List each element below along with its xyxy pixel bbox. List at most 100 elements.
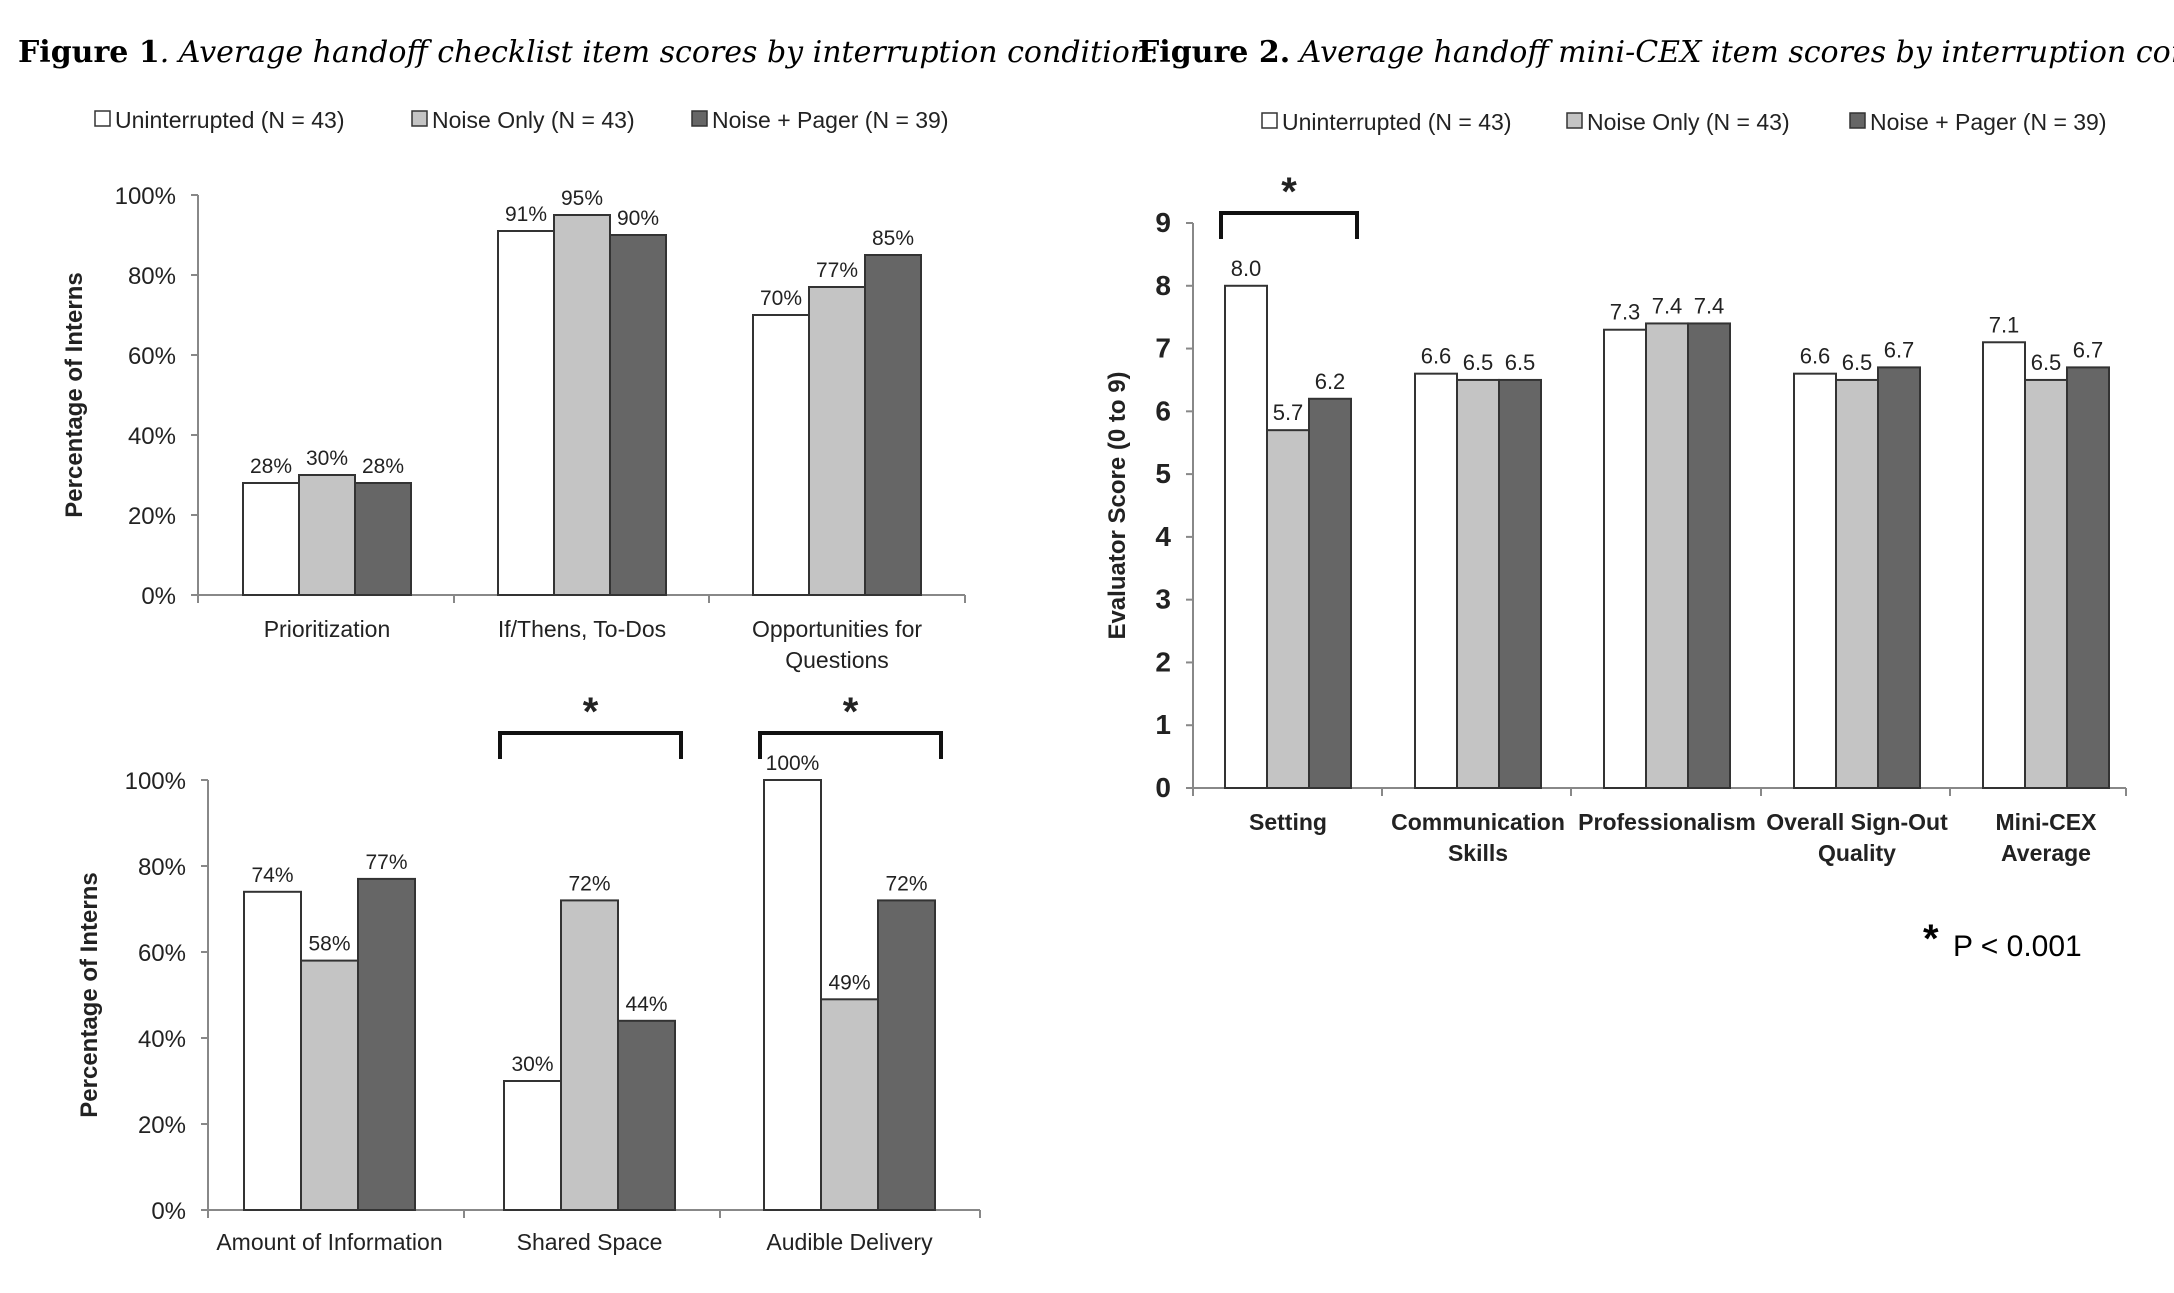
- y-tick-label: 100%: [125, 768, 186, 795]
- bar: [1645, 322, 1689, 789]
- bar: [1835, 378, 1879, 789]
- bar: [877, 899, 936, 1212]
- legend-swatch: [1849, 112, 1866, 129]
- bar: [1603, 328, 1647, 789]
- y-axis-label: Percentage of Interns: [61, 272, 88, 517]
- bar-value-label: 30%: [511, 1053, 553, 1076]
- bar-value-label: 6.7: [2073, 337, 2104, 362]
- fig1-top-chart: 0% 20% 40% 60% 80% 100% Percentage of Interns 2…: [61, 183, 966, 673]
- bar-value-label: 7.4: [1652, 293, 1683, 318]
- charts-group: Uninterrupted (N = 43) Noise Only (N = 43…: [61, 107, 2127, 1255]
- x-category-label: Quality: [1818, 840, 1896, 866]
- bar: [2066, 366, 2110, 789]
- x-category-label: Average: [2001, 840, 2091, 866]
- x-category-label: If/Thens, To-Dos: [498, 616, 666, 642]
- y-tick-label: 8: [1155, 270, 1171, 301]
- bar-value-label: 5.7: [1273, 400, 1304, 425]
- bar: [1456, 378, 1500, 789]
- y-tick-label: 9: [1155, 207, 1171, 238]
- bar: [808, 286, 866, 596]
- y-tick-label: 60%: [138, 940, 186, 967]
- bar-value-label: 7.3: [1610, 300, 1641, 325]
- y-tick-label: 20%: [138, 1112, 186, 1139]
- bar-value-label: 58%: [308, 933, 350, 956]
- bar: [1308, 397, 1352, 789]
- bar-value-label: 91%: [505, 203, 547, 226]
- bar-value-label: 49%: [828, 971, 870, 994]
- bar: [553, 214, 611, 596]
- fig1-bottom-chart: 0% 20% 40% 60% 80% 100% Percentage of Interns 7…: [76, 690, 981, 1255]
- y-tick-label: 5: [1155, 458, 1171, 489]
- bar: [1414, 372, 1458, 789]
- y-tick-label: 20%: [128, 503, 176, 530]
- bar: [1877, 366, 1921, 789]
- figure1-title-italic: . Average handoff checklist item scores …: [160, 35, 1159, 70]
- y-tick-label: 4: [1155, 521, 1171, 552]
- x-category-label: Mini-CEX: [1996, 809, 2098, 835]
- fig2-chart: 0 1 2 3 4 5 6 7 8 9 Evaluator Score (0 to 9) 8.0 5.7…: [1104, 170, 2127, 866]
- y-tick-label: 0: [1155, 772, 1171, 803]
- bar-value-label: 28%: [250, 455, 292, 478]
- y-tick-label: 100%: [115, 183, 176, 210]
- bar-value-label: 6.2: [1315, 369, 1346, 394]
- y-tick-label: 2: [1155, 646, 1171, 677]
- bar: [752, 314, 810, 596]
- significance-footnote: P < 0.001: [1953, 930, 2082, 963]
- figure1-title: Figure 1. Average handoff checklist item…: [18, 35, 1159, 70]
- x-category-label: Communication: [1391, 809, 1565, 835]
- bar: [1266, 429, 1310, 789]
- x-category-label: Opportunities for: [752, 616, 922, 642]
- bar-value-label: 70%: [760, 287, 802, 310]
- bar-value-label: 6.5: [1463, 350, 1494, 375]
- bar: [497, 230, 555, 596]
- bar: [357, 877, 416, 1212]
- bar: [820, 998, 879, 1211]
- y-tick-label: 60%: [128, 343, 176, 370]
- bar: [1982, 341, 2026, 789]
- bar-value-label: 74%: [251, 864, 293, 887]
- y-tick-label: 6: [1155, 395, 1171, 426]
- figure2-title-italic: Average handoff mini-CEX item scores by …: [1290, 35, 2174, 70]
- y-tick-label: 80%: [128, 263, 176, 290]
- bar-value-label: 72%: [568, 872, 610, 895]
- figure2-legend: Uninterrupted (N = 43) Noise Only (N = 43…: [1261, 109, 2107, 135]
- bar-value-label: 77%: [816, 259, 858, 282]
- significance-bracket: [498, 731, 683, 759]
- legend-label: Uninterrupted (N = 43): [115, 107, 344, 133]
- bar: [864, 254, 922, 596]
- y-tick-label: 1: [1155, 709, 1171, 740]
- legend-label: Noise + Pager (N = 39): [1870, 109, 2107, 135]
- bar: [617, 1019, 676, 1211]
- bar: [1498, 378, 1542, 789]
- x-category-label: Audible Delivery: [766, 1229, 933, 1255]
- bar-value-label: 6.5: [2031, 350, 2062, 375]
- significance-bracket: [1219, 211, 1359, 239]
- bar: [1687, 322, 1731, 789]
- bar-value-label: 7.1: [1989, 312, 2020, 337]
- x-category-label: Skills: [1448, 840, 1508, 866]
- bar: [763, 779, 822, 1211]
- figure1-title-bold: Figure 1: [18, 35, 160, 70]
- y-tick-label: 7: [1155, 333, 1171, 364]
- figure1-legend: Uninterrupted (N = 43) Noise Only (N = 43…: [94, 107, 949, 133]
- y-tick-label: 80%: [138, 854, 186, 881]
- legend-swatch: [1566, 112, 1583, 129]
- bar-value-label: 100%: [766, 752, 820, 775]
- bar-value-label: 8.0: [1231, 256, 1262, 281]
- figure2-title: Figure 2. Average handoff mini-CEX item …: [1138, 35, 2174, 70]
- bar-value-label: 85%: [872, 227, 914, 250]
- bar-value-label: 7.4: [1694, 293, 1725, 318]
- x-category-label: Shared Space: [517, 1229, 663, 1255]
- bar: [2024, 378, 2068, 789]
- bar: [609, 234, 667, 596]
- y-tick-label: 40%: [138, 1026, 186, 1053]
- x-category-label: Professionalism: [1578, 809, 1756, 835]
- bar: [560, 899, 619, 1212]
- legend-swatch: [94, 110, 111, 127]
- bar-value-label: 44%: [625, 993, 667, 1016]
- bar-value-label: 28%: [362, 455, 404, 478]
- bar: [300, 959, 359, 1211]
- legend-swatch: [691, 110, 708, 127]
